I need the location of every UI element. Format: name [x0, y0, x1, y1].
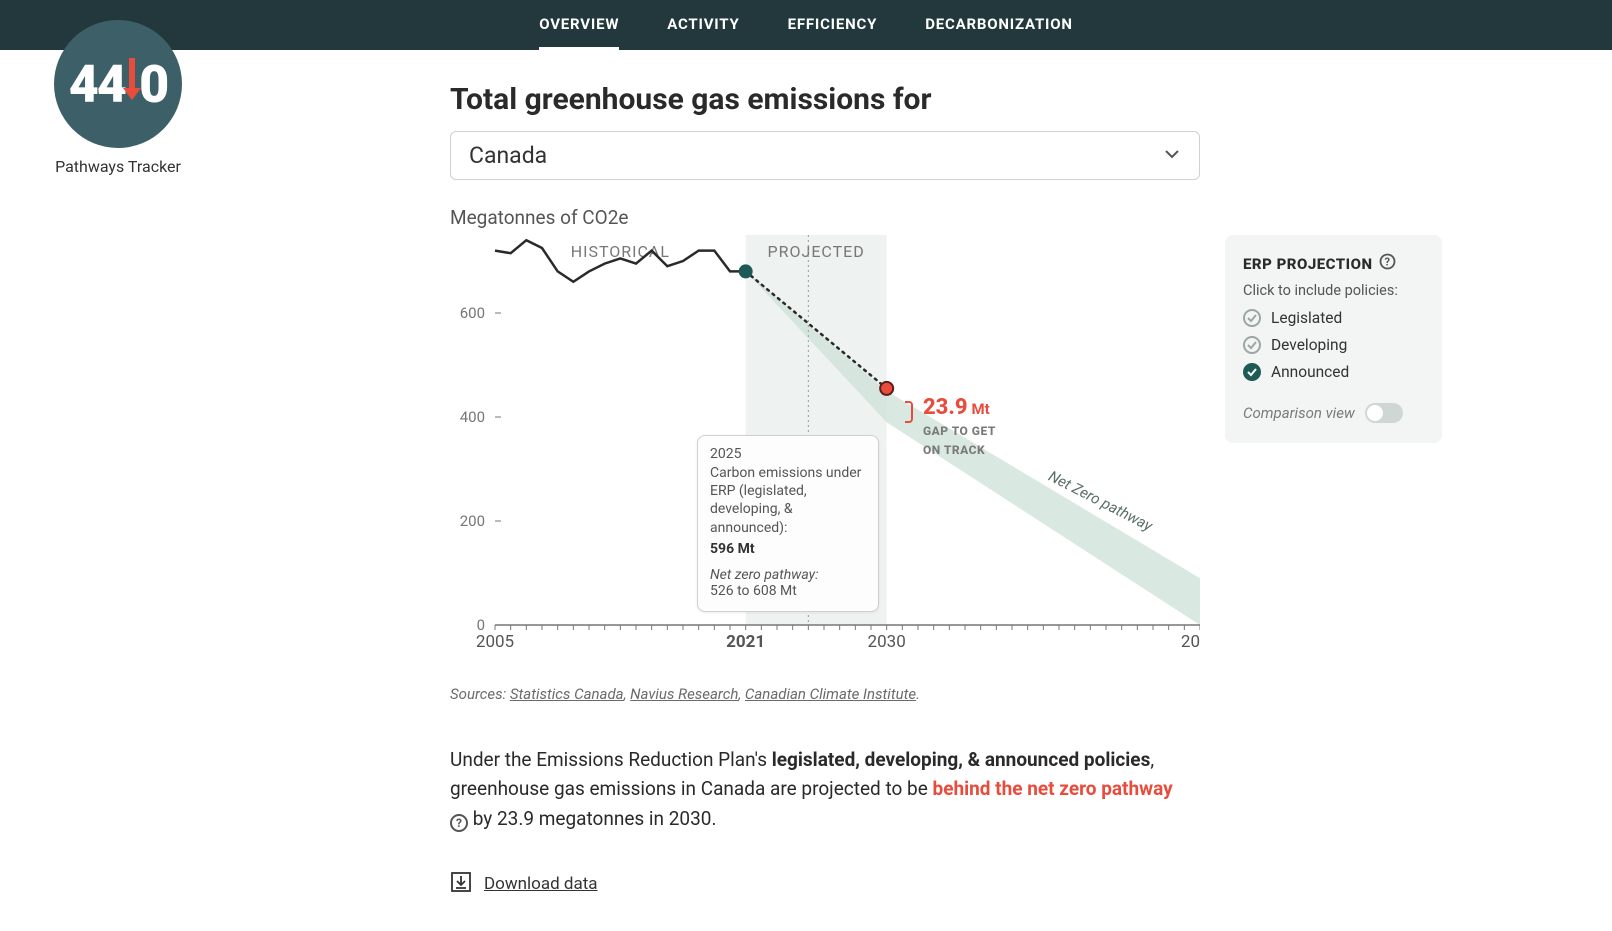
- logo[interactable]: 44 0 Pathways Tracker: [54, 20, 182, 176]
- legend-title-text: ERP PROJECTION: [1243, 255, 1373, 273]
- check-icon: [1243, 336, 1261, 354]
- logo-zero: 0: [139, 54, 167, 115]
- summary-behind: behind the net zero pathway: [933, 777, 1173, 800]
- tooltip-desc: Carbon emissions under ERP (legislated, …: [710, 464, 866, 537]
- gap-value: 23.9: [923, 395, 968, 420]
- nav-efficiency[interactable]: EFFICIENCY: [788, 1, 878, 50]
- chart-area: HISTORICALPROJECTEDNet Zero pathway02004…: [450, 235, 1200, 659]
- chevron-down-icon: [1163, 142, 1181, 169]
- download-data-button[interactable]: Download data: [450, 871, 1200, 897]
- chart-tooltip: 2025 Carbon emissions under ERP (legisla…: [697, 435, 879, 612]
- source-link-2[interactable]: Canadian Climate Institute: [745, 685, 916, 703]
- summary-t3: by 23.9 megatonnes in 2030.: [468, 807, 716, 830]
- comparison-view-label: Comparison view: [1243, 404, 1355, 422]
- legend-subtitle: Click to include policies:: [1243, 282, 1424, 299]
- nav-activity[interactable]: ACTIVITY: [667, 1, 739, 50]
- help-icon[interactable]: ?: [1379, 253, 1396, 274]
- svg-text:2030: 2030: [868, 632, 906, 652]
- top-nav-bar: OVERVIEW ACTIVITY EFFICIENCY DECARBONIZA…: [0, 0, 1612, 50]
- legend-item-announced[interactable]: Announced: [1243, 363, 1424, 381]
- tooltip-value: 596 Mt: [710, 541, 866, 557]
- summary-text: Under the Emissions Reduction Plan's leg…: [450, 745, 1190, 833]
- legend-item-label: Developing: [1271, 336, 1347, 354]
- download-icon: [450, 871, 472, 897]
- source-link-1[interactable]: Navius Research: [630, 685, 738, 703]
- legend-panel: ERP PROJECTION ? Click to include polici…: [1225, 235, 1442, 443]
- gap-desc-1: GAP TO GET: [923, 424, 996, 438]
- sources-line: Sources: Statistics Canada, Navius Resea…: [450, 685, 1200, 703]
- download-label: Download data: [484, 874, 598, 894]
- logo-circle: 44 0: [54, 20, 182, 148]
- legend-item-developing[interactable]: Developing: [1243, 336, 1424, 354]
- country-select[interactable]: Canada: [450, 131, 1200, 180]
- svg-text:200: 200: [460, 512, 485, 530]
- logo-text: 44 0: [69, 54, 167, 115]
- svg-text:600: 600: [460, 304, 485, 322]
- comparison-view-toggle[interactable]: [1365, 403, 1403, 423]
- svg-text:?: ?: [1384, 256, 1390, 269]
- help-icon[interactable]: ?: [450, 814, 468, 832]
- tooltip-nz-label: Net zero pathway:: [710, 567, 866, 583]
- svg-text:PROJECTED: PROJECTED: [768, 242, 865, 261]
- logo-num: 44: [69, 54, 125, 115]
- page-title: Total greenhouse gas emissions for: [450, 82, 1200, 117]
- gap-desc-2: ON TRACK: [923, 443, 985, 457]
- bracket-icon: [905, 401, 913, 423]
- svg-text:2021: 2021: [726, 632, 765, 652]
- legend-title: ERP PROJECTION ?: [1243, 253, 1424, 274]
- svg-text:400: 400: [460, 408, 485, 426]
- summary-bold: legislated, developing, & announced poli…: [772, 748, 1151, 771]
- check-icon: [1243, 363, 1261, 381]
- svg-text:2005: 2005: [476, 632, 514, 652]
- chart-units-label: Megatonnes of CO2e: [450, 206, 1200, 229]
- gap-callout: 23.9 Mt GAP TO GET ON TRACK: [905, 395, 1105, 458]
- tooltip-nz-value: 526 to 608 Mt: [710, 583, 866, 599]
- legend-item-label: Announced: [1271, 363, 1349, 381]
- logo-label: Pathways Tracker: [54, 157, 182, 176]
- top-nav: OVERVIEW ACTIVITY EFFICIENCY DECARBONIZA…: [539, 1, 1073, 50]
- source-link-0[interactable]: Statistics Canada: [510, 685, 624, 703]
- legend-item-legislated[interactable]: Legislated: [1243, 309, 1424, 327]
- check-icon: [1243, 309, 1261, 327]
- summary-t1: Under the Emissions Reduction Plan's: [450, 748, 772, 771]
- gap-unit: Mt: [972, 400, 990, 418]
- tooltip-year: 2025: [710, 446, 866, 462]
- country-select-value: Canada: [469, 142, 547, 169]
- nav-decarbonization[interactable]: DECARBONIZATION: [925, 1, 1073, 50]
- nav-overview[interactable]: OVERVIEW: [539, 1, 619, 50]
- sources-prefix: Sources:: [450, 685, 506, 703]
- legend-item-label: Legislated: [1271, 309, 1342, 327]
- svg-text:2050: 2050: [1181, 632, 1200, 652]
